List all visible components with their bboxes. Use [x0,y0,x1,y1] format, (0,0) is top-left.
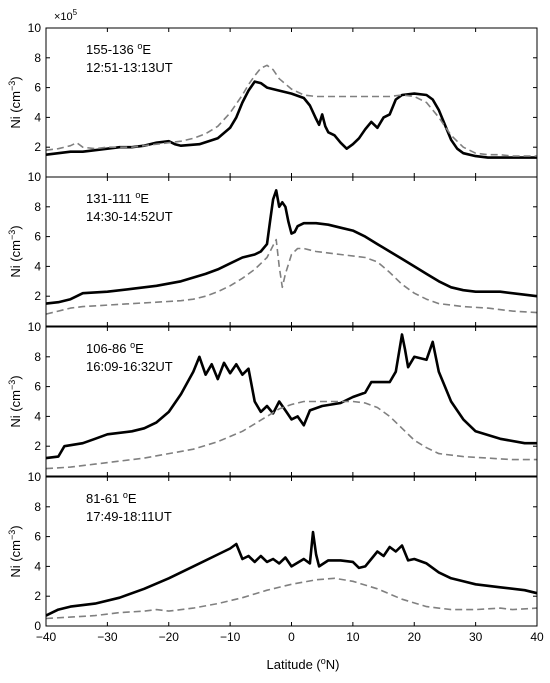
panel-longitude-label: 81-61 oE [86,490,137,506]
y-tick-label: 2 [34,289,41,303]
y-tick-label: 2 [34,140,41,154]
y-tick-label: 2 [34,589,41,603]
panel-1: 2 4 6 8 10 155-136 oE 12:51-13:13UT Ni (cm−3) [7,21,538,178]
y-axis-label: Ni (cm−3) [7,76,23,128]
y-tick-label: 2 [34,439,41,453]
series-dashed-line [45,400,537,470]
x-tick-label: 20 [408,630,422,644]
y-tick-label: 4 [34,259,41,273]
panels: 2 4 6 8 10 155-136 oE 12:51-13:13UT Ni (cm−3) 2 4… [7,21,544,644]
series-solid-line [45,189,538,305]
y-tick-label: 10 [28,170,42,184]
series-dashed-line [45,238,538,315]
y-tick-label: 8 [34,51,41,65]
panel-2: 2 4 6 8 10 131-111 oE 14:30-14:52UT Ni (cm−3) [7,170,538,327]
y-axis-label: Ni (cm−3) [7,525,23,577]
x-tick-label: 30 [469,630,483,644]
y-axis-label: Ni (cm−3) [7,225,23,277]
y-tick-label: 8 [34,350,41,364]
series-dashed-line [45,64,537,157]
y-tick-label: 10 [28,470,42,484]
y-tick-label: 10 [28,320,42,334]
panel-longitude-label: 106-86 oE [86,340,144,356]
panel-time-label: 12:51-13:13UT [86,60,173,75]
panel-time-label: 14:30-14:52UT [86,209,173,224]
series-solid-line [45,333,537,460]
series-solid-line [45,80,537,159]
x-tick-label: −30 [97,630,118,644]
x-tick-label: 10 [346,630,360,644]
panel-longitude-label: 131-111 oE [86,190,149,206]
y-tick-label: 0 [34,619,41,633]
y-tick-label: 4 [34,559,41,573]
y-tick-label: 6 [34,380,41,394]
y-tick-label: 6 [34,81,41,95]
series-dashed-line [45,577,538,620]
y-tick-label: 6 [34,530,41,544]
y-tick-label: 10 [28,21,42,35]
y-tick-label: 8 [34,200,41,214]
x-tick-label: 0 [288,630,295,644]
panel-time-label: 17:49-18:11UT [86,509,172,524]
y-tick-label: 4 [34,409,41,423]
y-tick-label: 4 [34,110,41,124]
x-tick-label: −10 [220,630,241,644]
x-axis-label: Latitude (oN) [267,656,340,672]
panel-3: 2 4 6 8 10 106-86 oE 16:09-16:32UT Ni (cm−3) [7,320,538,477]
series-solid-line [45,530,538,617]
y-exponent: ×105 [54,8,78,23]
x-tick-label: −40 [36,630,57,644]
y-tick-label: 6 [34,230,41,244]
panel-longitude-label: 155-136 oE [86,41,151,57]
y-tick-label: 8 [34,500,41,514]
x-tick-label: 40 [530,630,544,644]
x-tick-label: −20 [159,630,180,644]
panel-time-label: 16:09-16:32UT [86,359,173,374]
y-axis-label: Ni (cm−3) [7,375,23,427]
